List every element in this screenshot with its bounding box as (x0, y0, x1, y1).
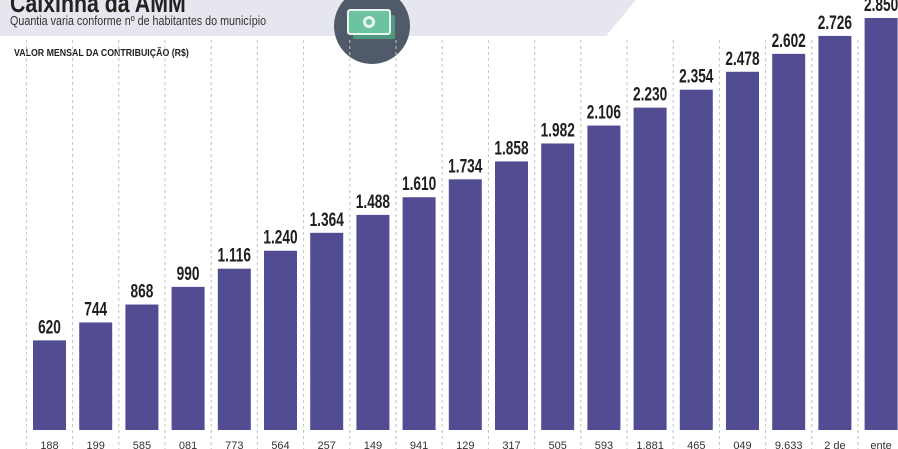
x-tick-label-9: 129 (456, 440, 474, 449)
x-tick-label-1: 199 (87, 440, 105, 449)
x-tick-label-2: 585 (133, 440, 151, 449)
value-label-5: 1.240 (263, 227, 297, 249)
bar-1 (79, 322, 113, 430)
value-label-10: 1.858 (494, 137, 528, 159)
x-tick-label-3: 081 (179, 440, 197, 449)
x-tick-label-0: 188 (40, 440, 58, 449)
x-tick-label-8: 941 (410, 440, 428, 449)
value-label-2: 868 (130, 280, 153, 302)
bar-17 (818, 35, 852, 431)
x-tick-label-5: 564 (271, 440, 289, 449)
x-tick-label-11: 505 (549, 440, 567, 449)
bar-10 (495, 161, 528, 430)
x-tick-label-16: 9.633 (775, 440, 803, 449)
bar-8 (402, 197, 436, 430)
value-label-8: 1.610 (402, 173, 436, 195)
bar-5 (264, 250, 297, 430)
x-tick-label-12: 593 (595, 440, 613, 449)
bar-12 (587, 125, 621, 430)
x-tick-label-6: 257 (318, 440, 336, 449)
chart-title: Caixinha da AMM (10, 0, 186, 18)
bar-3 (171, 286, 205, 430)
x-tick-label-15: 049 (733, 440, 751, 449)
x-tick-label-4: 773 (225, 440, 243, 449)
x-tick-label-18: ente (870, 440, 891, 449)
chart-subtitle: Quantia varia conforme nº de habitantes … (10, 14, 267, 28)
bar-15 (726, 71, 759, 430)
value-label-12: 2.106 (587, 101, 621, 123)
value-label-17: 2.726 (818, 12, 852, 34)
value-label-1: 744 (84, 298, 107, 320)
bar-14 (679, 89, 713, 430)
value-label-9: 1.734 (448, 155, 483, 177)
value-label-18: 2.850 (864, 0, 898, 16)
bar-6 (310, 232, 344, 430)
x-tick-label-14: 465 (687, 440, 705, 449)
value-label-15: 2.478 (725, 48, 759, 70)
value-label-3: 990 (177, 263, 200, 285)
bar-18 (864, 18, 898, 430)
bar-13 (633, 107, 667, 431)
value-label-4: 1.116 (218, 244, 251, 266)
x-tick-label-10: 317 (502, 440, 520, 449)
header-band (0, 0, 636, 36)
value-label-13: 2.230 (633, 83, 667, 105)
value-label-16: 2.602 (772, 30, 806, 52)
x-tick-label-13: 1.881 (636, 440, 664, 449)
bar-9 (448, 179, 482, 430)
value-label-0: 620 (38, 316, 61, 338)
x-tick-label-7: 149 (364, 440, 382, 449)
bar-16 (772, 53, 806, 430)
bar-11 (541, 143, 575, 430)
value-label-7: 1.488 (356, 191, 390, 213)
y-axis-label: VALOR MENSAL DA CONTRIBUIÇÃO (R$) (14, 48, 189, 59)
bar-0 (33, 340, 66, 430)
value-label-11: 1.982 (541, 119, 575, 141)
money-bill-icon (334, 0, 410, 64)
x-tick-label-17: 2 de (824, 440, 845, 449)
value-label-14: 2.354 (679, 65, 714, 87)
bar-2 (125, 304, 159, 430)
bar-4 (217, 268, 251, 430)
value-label-6: 1.364 (310, 209, 345, 231)
bar-7 (356, 214, 390, 430)
